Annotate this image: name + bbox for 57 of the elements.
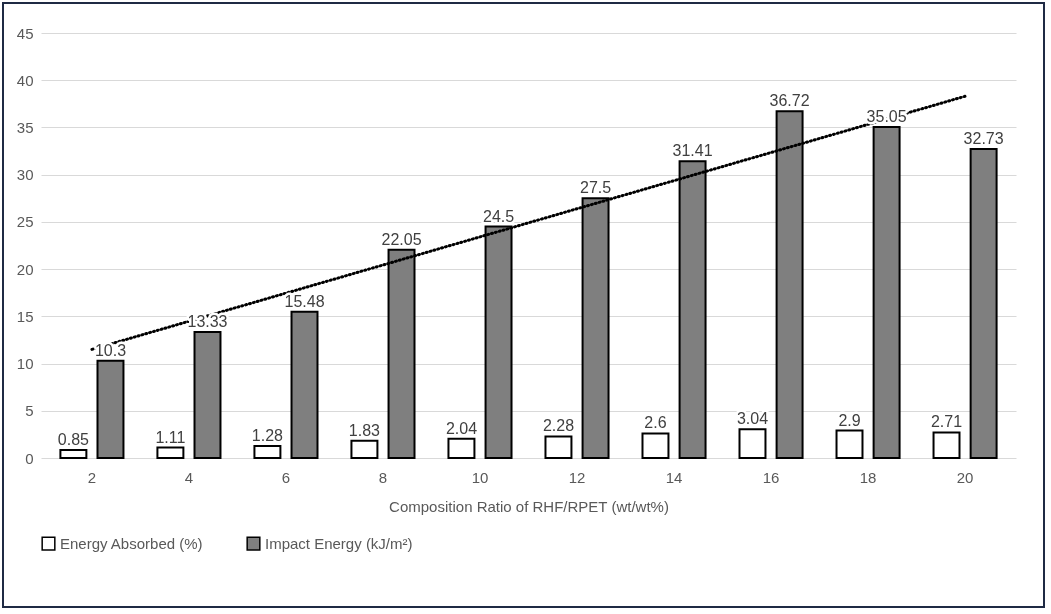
bar xyxy=(447,437,476,459)
bar xyxy=(253,444,282,459)
data-label: 2.6 xyxy=(644,414,667,432)
data-label: 2.71 xyxy=(930,413,963,431)
data-label: 13.33 xyxy=(187,313,228,331)
bar xyxy=(872,125,901,459)
y-tick-label: 40 xyxy=(16,71,34,89)
y-tick-label: 10 xyxy=(16,355,34,373)
data-label: 27.5 xyxy=(579,179,612,197)
legend-label: Energy Absorbed (%) xyxy=(60,534,203,552)
bar xyxy=(969,147,998,459)
x-tick-label: 2 xyxy=(87,468,97,486)
data-label: 10.3 xyxy=(94,341,127,359)
x-tick-label: 16 xyxy=(762,468,780,486)
data-label: 2.04 xyxy=(445,419,478,437)
y-tick-label: 0 xyxy=(25,449,34,467)
bar xyxy=(193,331,222,459)
data-label: 1.11 xyxy=(155,428,186,446)
data-label: 24.5 xyxy=(482,207,515,225)
x-tick-label: 12 xyxy=(568,468,586,486)
data-label: 3.04 xyxy=(736,410,769,428)
data-label: 1.28 xyxy=(251,426,284,444)
bar xyxy=(290,310,319,459)
bar xyxy=(932,431,961,459)
x-tick-label: 4 xyxy=(184,468,194,486)
y-tick-label: 20 xyxy=(16,260,34,278)
bar xyxy=(738,428,767,459)
y-tick-label: 15 xyxy=(16,307,34,325)
x-tick-label: 6 xyxy=(281,468,291,486)
x-tick-label: 18 xyxy=(859,468,877,486)
bar xyxy=(156,446,185,459)
x-tick-label: 14 xyxy=(665,468,683,486)
bar xyxy=(59,448,88,459)
x-axis-title: Composition Ratio of RHF/RPET (wt/wt%) xyxy=(389,497,669,515)
y-tick-label: 30 xyxy=(16,166,34,184)
bar xyxy=(544,435,573,459)
bar xyxy=(350,439,379,459)
y-tick-label: 5 xyxy=(25,402,34,420)
data-label: 36.72 xyxy=(769,92,810,110)
data-label: 2.28 xyxy=(542,417,575,435)
data-label: 15.48 xyxy=(284,292,325,310)
y-tick-label: 35 xyxy=(16,118,34,136)
data-label: 0.85 xyxy=(57,430,90,448)
bar xyxy=(641,432,670,459)
data-label: 2.9 xyxy=(838,411,861,429)
y-tick-label: 25 xyxy=(16,213,34,231)
bar xyxy=(96,359,125,459)
y-tick-label: 45 xyxy=(16,24,34,42)
data-label: 1.83 xyxy=(348,421,381,439)
x-tick-label: 8 xyxy=(378,468,388,486)
legend-label: Impact Energy (kJ/m²) xyxy=(265,534,413,552)
x-tick-label: 20 xyxy=(956,468,974,486)
data-label: 32.73 xyxy=(963,129,1004,147)
data-label: 22.05 xyxy=(381,230,422,248)
bar xyxy=(835,429,864,459)
data-label: 31.41 xyxy=(672,142,713,160)
x-tick-label: 10 xyxy=(471,468,489,486)
